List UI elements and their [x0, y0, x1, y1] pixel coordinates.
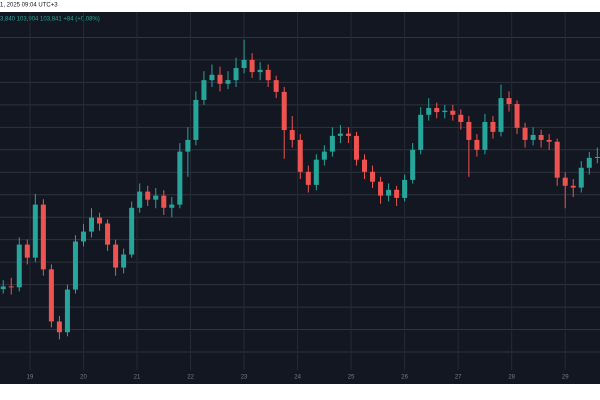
candle-body — [434, 108, 440, 113]
candle-body — [105, 223, 111, 245]
candle-body — [241, 59, 247, 69]
candle-body — [474, 139, 480, 150]
candle-body — [466, 121, 472, 140]
chart-background — [0, 12, 600, 384]
candle-body — [402, 179, 408, 198]
candle-body — [97, 217, 103, 224]
x-tick-label: 28 — [508, 375, 515, 381]
candle-body — [594, 157, 600, 158]
candle-body — [129, 207, 135, 255]
candle-body — [225, 80, 231, 84]
candle-body — [490, 121, 496, 132]
candle-body — [578, 167, 584, 188]
candle-body — [0, 286, 6, 290]
candle-body — [498, 98, 504, 132]
candle-body — [80, 231, 86, 242]
candle-body — [442, 110, 448, 113]
candle-body — [562, 177, 568, 186]
x-tick-label: 24 — [294, 375, 301, 381]
candle-body — [410, 149, 416, 180]
candle-body — [353, 135, 359, 160]
x-tick-label: 22 — [187, 375, 194, 381]
candle-body — [89, 217, 95, 232]
candle-body — [305, 171, 311, 185]
candle-body — [345, 133, 351, 136]
candle-body — [8, 286, 14, 288]
x-tick-label: 19 — [27, 375, 34, 381]
candle-body — [297, 139, 303, 172]
candle-body — [145, 191, 151, 200]
candle-body — [386, 189, 392, 196]
candle-body — [321, 151, 327, 160]
candle-body — [329, 135, 335, 152]
candle-body — [289, 130, 295, 140]
candle-body — [506, 98, 512, 104]
candle-body — [177, 151, 183, 205]
candle-body — [273, 80, 279, 92]
candle-body — [378, 181, 384, 196]
candle-body — [265, 69, 271, 81]
x-tick-label: 29 — [562, 375, 569, 381]
candle-body — [370, 171, 376, 182]
candle-body — [113, 244, 119, 268]
candle-body — [522, 127, 528, 140]
candle-body — [169, 204, 175, 208]
candle-body — [418, 114, 424, 150]
candle-body — [121, 254, 127, 268]
candle-body — [313, 159, 319, 185]
candle-body — [586, 157, 592, 168]
x-tick-label: 26 — [401, 375, 408, 381]
candle-body — [514, 103, 520, 128]
candle-body — [137, 191, 143, 208]
candle-body — [24, 244, 30, 258]
candle-body — [482, 121, 488, 150]
chart-title: 1, 2025 09:04 UTC+3 — [0, 3, 58, 9]
candle-body — [161, 195, 167, 208]
candle-body — [16, 244, 22, 288]
ohlc-legend: 3,840 103,904 103,841 +84 (+0.08%) — [0, 17, 100, 23]
candle-body — [40, 204, 46, 270]
candle-body — [233, 68, 239, 81]
candle-body — [426, 108, 432, 115]
candle-body — [185, 139, 191, 152]
candle-body — [394, 189, 400, 198]
candle-body — [32, 204, 38, 258]
candle-body — [546, 139, 552, 142]
candle-body — [72, 241, 78, 290]
candle-body — [554, 141, 560, 178]
x-tick-label: 25 — [348, 375, 355, 381]
candle-body — [193, 99, 199, 140]
candle-body — [249, 59, 255, 73]
x-tick-label: 27 — [455, 375, 462, 381]
candle-body — [153, 195, 159, 200]
candle-body — [201, 80, 207, 100]
candle-body — [458, 114, 464, 122]
candle-body — [281, 91, 287, 131]
candle-body — [56, 321, 62, 333]
candle-body — [538, 134, 544, 140]
candle-body — [48, 269, 54, 322]
candle-body — [64, 289, 70, 333]
x-tick-label: 20 — [80, 375, 87, 381]
candle-body — [257, 69, 263, 73]
candle-body — [337, 133, 343, 136]
candle-body — [209, 74, 215, 81]
x-tick-label: 21 — [134, 375, 141, 381]
candle-body — [217, 74, 223, 84]
candle-body — [570, 185, 576, 188]
candle-body — [450, 110, 456, 115]
candle-body — [361, 159, 367, 172]
candle-body — [530, 134, 536, 140]
x-tick-label: 23 — [241, 375, 248, 381]
